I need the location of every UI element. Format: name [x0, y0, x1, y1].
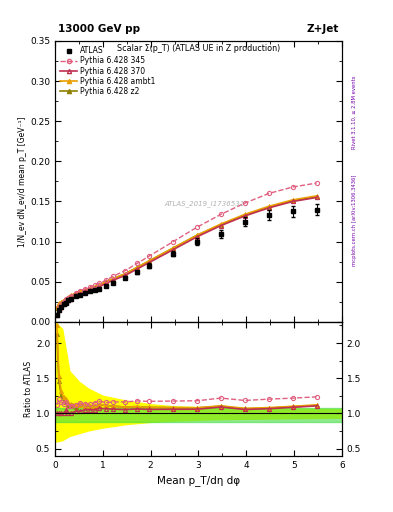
Text: mcplots.cern.ch [arXiv:1306.3436]: mcplots.cern.ch [arXiv:1306.3436]: [352, 175, 357, 266]
Text: 13000 GeV pp: 13000 GeV pp: [58, 24, 140, 34]
Text: ATLAS_2019_I1736531: ATLAS_2019_I1736531: [164, 201, 244, 207]
Y-axis label: Ratio to ATLAS: Ratio to ATLAS: [24, 361, 33, 417]
Y-axis label: 1/N_ev dN_ev/d mean p_T [GeV⁻¹]: 1/N_ev dN_ev/d mean p_T [GeV⁻¹]: [18, 116, 27, 247]
Text: Scalar Σ(p_T) (ATLAS UE in Z production): Scalar Σ(p_T) (ATLAS UE in Z production): [117, 44, 280, 53]
X-axis label: Mean p_T/dη dφ: Mean p_T/dη dφ: [157, 475, 240, 486]
Bar: [55, 408, 342, 422]
Text: Rivet 3.1.10, ≥ 2.8M events: Rivet 3.1.10, ≥ 2.8M events: [352, 76, 357, 150]
Text: Z+Jet: Z+Jet: [307, 24, 339, 34]
Legend: ATLAS, Pythia 6.428 345, Pythia 6.428 370, Pythia 6.428 ambt1, Pythia 6.428 z2: ATLAS, Pythia 6.428 345, Pythia 6.428 37…: [59, 45, 157, 97]
